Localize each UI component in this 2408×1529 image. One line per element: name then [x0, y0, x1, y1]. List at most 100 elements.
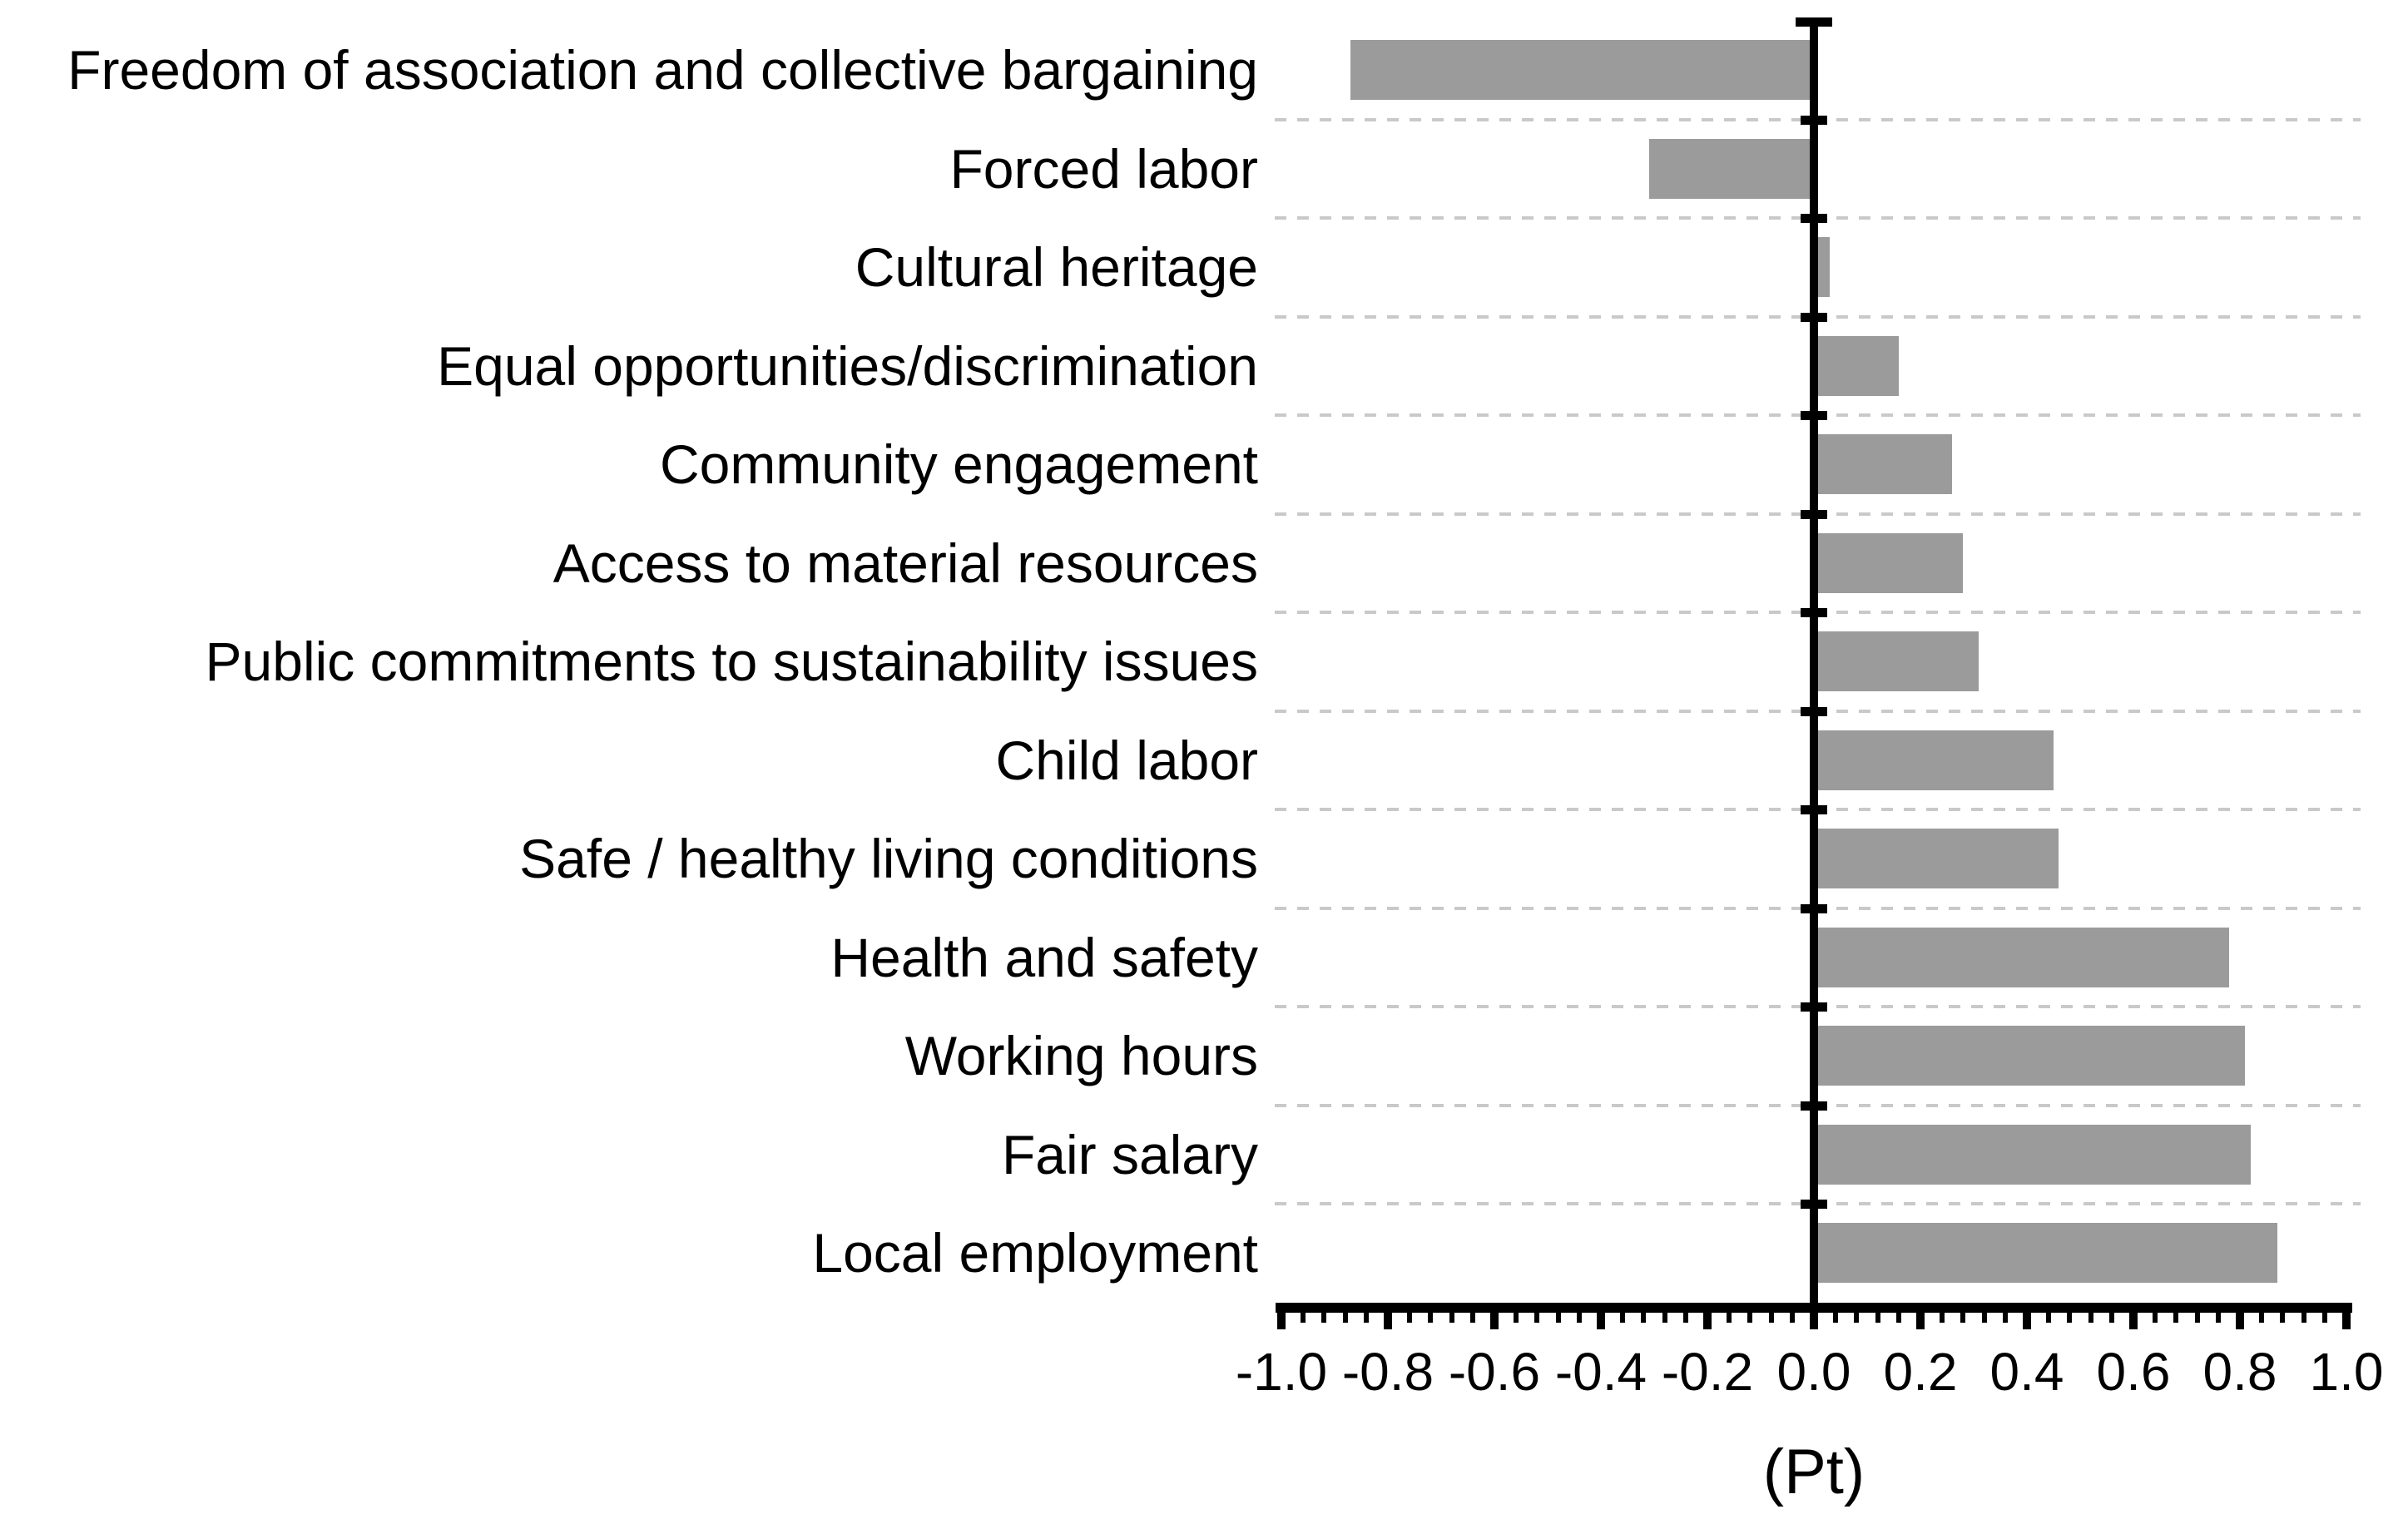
category-label: Working hours	[904, 1025, 1258, 1086]
bar	[1814, 532, 1963, 593]
x-axis-major-tick	[2236, 1303, 2244, 1329]
x-axis-minor-tick	[2258, 1303, 2264, 1323]
x-axis-minor-tick	[1981, 1303, 1987, 1323]
zero-axis-row-tick	[1801, 1002, 1827, 1012]
zero-axis-row-tick	[1801, 214, 1827, 223]
x-axis-minor-tick	[2216, 1303, 2222, 1323]
x-axis-tick-label: 0.4	[1989, 1342, 2064, 1402]
x-axis-minor-tick	[1939, 1303, 1945, 1323]
x-axis-minor-tick	[2173, 1303, 2179, 1323]
zero-axis-row-tick	[1801, 608, 1827, 617]
x-axis-minor-tick	[1555, 1303, 1561, 1323]
category-label: Cultural heritage	[855, 236, 1258, 298]
zero-axis-row-tick	[1801, 1101, 1827, 1111]
bar	[1350, 40, 1814, 100]
x-axis-minor-tick	[2301, 1303, 2306, 1323]
zero-axis-row-tick	[1801, 411, 1827, 420]
x-axis-major-tick	[1597, 1303, 1605, 1329]
x-axis-minor-tick	[1896, 1303, 1902, 1323]
x-axis-minor-tick	[1768, 1303, 1774, 1323]
category-label: Public commitments to sustainability iss…	[205, 631, 1258, 692]
x-axis-major-tick	[2023, 1303, 2031, 1329]
x-axis-major-tick	[1916, 1303, 1925, 1329]
x-axis-minor-tick	[1428, 1303, 1434, 1323]
x-axis-major-tick	[1277, 1303, 1286, 1329]
x-axis-minor-tick	[1641, 1303, 1647, 1323]
category-label: Forced labor	[949, 137, 1258, 200]
x-axis-minor-tick	[2194, 1303, 2200, 1323]
bar	[1814, 631, 1979, 691]
x-axis-minor-tick	[2088, 1303, 2093, 1323]
x-axis-minor-tick	[1364, 1303, 1370, 1323]
x-axis-minor-tick	[2152, 1303, 2158, 1323]
zero-axis-row-tick	[1801, 805, 1827, 814]
x-axis-title: (Pt)	[1762, 1437, 1865, 1507]
x-axis-tick-label: -1.0	[1235, 1342, 1328, 1402]
zero-axis-top-tick	[1796, 17, 1832, 27]
bar	[1814, 927, 2229, 987]
x-axis-minor-tick	[1875, 1303, 1880, 1323]
x-axis-minor-tick	[1406, 1303, 1412, 1323]
category-label: Access to material resources	[552, 532, 1258, 594]
x-axis-tick-label: 1.0	[2309, 1342, 2384, 1402]
bar	[1649, 138, 1814, 199]
x-axis-minor-tick	[1854, 1303, 1860, 1323]
x-axis-minor-tick	[1747, 1303, 1753, 1323]
x-axis-tick-label: 0.8	[2202, 1342, 2277, 1402]
bar	[1814, 829, 2059, 888]
x-axis-major-tick	[1384, 1303, 1392, 1329]
x-axis-minor-tick	[1321, 1303, 1327, 1323]
zero-axis-row-tick	[1801, 903, 1827, 913]
x-axis-minor-tick	[1470, 1303, 1476, 1323]
x-axis-tick-label: 0.6	[2096, 1342, 2171, 1402]
category-label: Health and safety	[830, 926, 1258, 988]
zero-axis-row-tick	[1801, 115, 1827, 125]
x-axis-major-tick	[1810, 1303, 1818, 1329]
category-label: Equal opportunities/discrimination	[437, 334, 1258, 397]
category-label: Community engagement	[659, 433, 1258, 495]
x-axis-minor-tick	[2280, 1303, 2286, 1323]
x-axis-minor-tick	[1790, 1303, 1796, 1323]
x-axis-major-tick	[1490, 1303, 1499, 1329]
x-axis-minor-tick	[1619, 1303, 1625, 1323]
bar	[1814, 1223, 2277, 1283]
x-axis-tick-label: -0.4	[1554, 1342, 1647, 1402]
x-axis-tick-label: -0.2	[1661, 1342, 1754, 1402]
x-axis-minor-tick	[1832, 1303, 1838, 1323]
zero-axis-row-tick	[1801, 1200, 1827, 1209]
bar	[1814, 1124, 2251, 1185]
x-axis-major-tick	[2342, 1303, 2351, 1329]
x-axis-tick-label: -0.6	[1448, 1342, 1541, 1402]
category-label: Local employment	[812, 1222, 1258, 1284]
category-label: Freedom of association and collective ba…	[67, 39, 1258, 101]
category-label: Safe / healthy living conditions	[519, 828, 1258, 889]
x-axis-minor-tick	[2109, 1303, 2115, 1323]
zero-axis-row-tick	[1801, 509, 1827, 519]
x-axis-minor-tick	[2067, 1303, 2073, 1323]
x-axis-major-tick	[2129, 1303, 2138, 1329]
x-axis-tick-label: 0.0	[1776, 1342, 1851, 1402]
x-axis-minor-tick	[1683, 1303, 1689, 1323]
bar	[1814, 730, 2054, 790]
x-axis-minor-tick	[1960, 1303, 1966, 1323]
zero-axis-row-tick	[1801, 312, 1827, 322]
x-axis-tick-label: 0.2	[1883, 1342, 1958, 1402]
x-axis-minor-tick	[1577, 1303, 1583, 1323]
category-label: Child labor	[995, 729, 1259, 791]
zero-axis-row-tick	[1801, 706, 1827, 716]
x-axis-minor-tick	[1300, 1303, 1306, 1323]
bar	[1814, 434, 1952, 494]
x-axis-minor-tick	[2003, 1303, 2009, 1323]
bar	[1814, 335, 1899, 396]
x-axis-tick-label: -0.8	[1341, 1342, 1434, 1402]
bar	[1814, 1026, 2245, 1086]
x-axis-minor-tick	[1662, 1303, 1667, 1323]
x-axis-minor-tick	[1342, 1303, 1348, 1323]
x-axis-minor-tick	[1513, 1303, 1519, 1323]
x-axis-minor-tick	[2322, 1303, 2328, 1323]
x-axis-minor-tick	[1726, 1303, 1732, 1323]
x-axis-minor-tick	[1449, 1303, 1454, 1323]
category-label: Fair salary	[1001, 1123, 1258, 1185]
x-axis-major-tick	[1703, 1303, 1712, 1329]
